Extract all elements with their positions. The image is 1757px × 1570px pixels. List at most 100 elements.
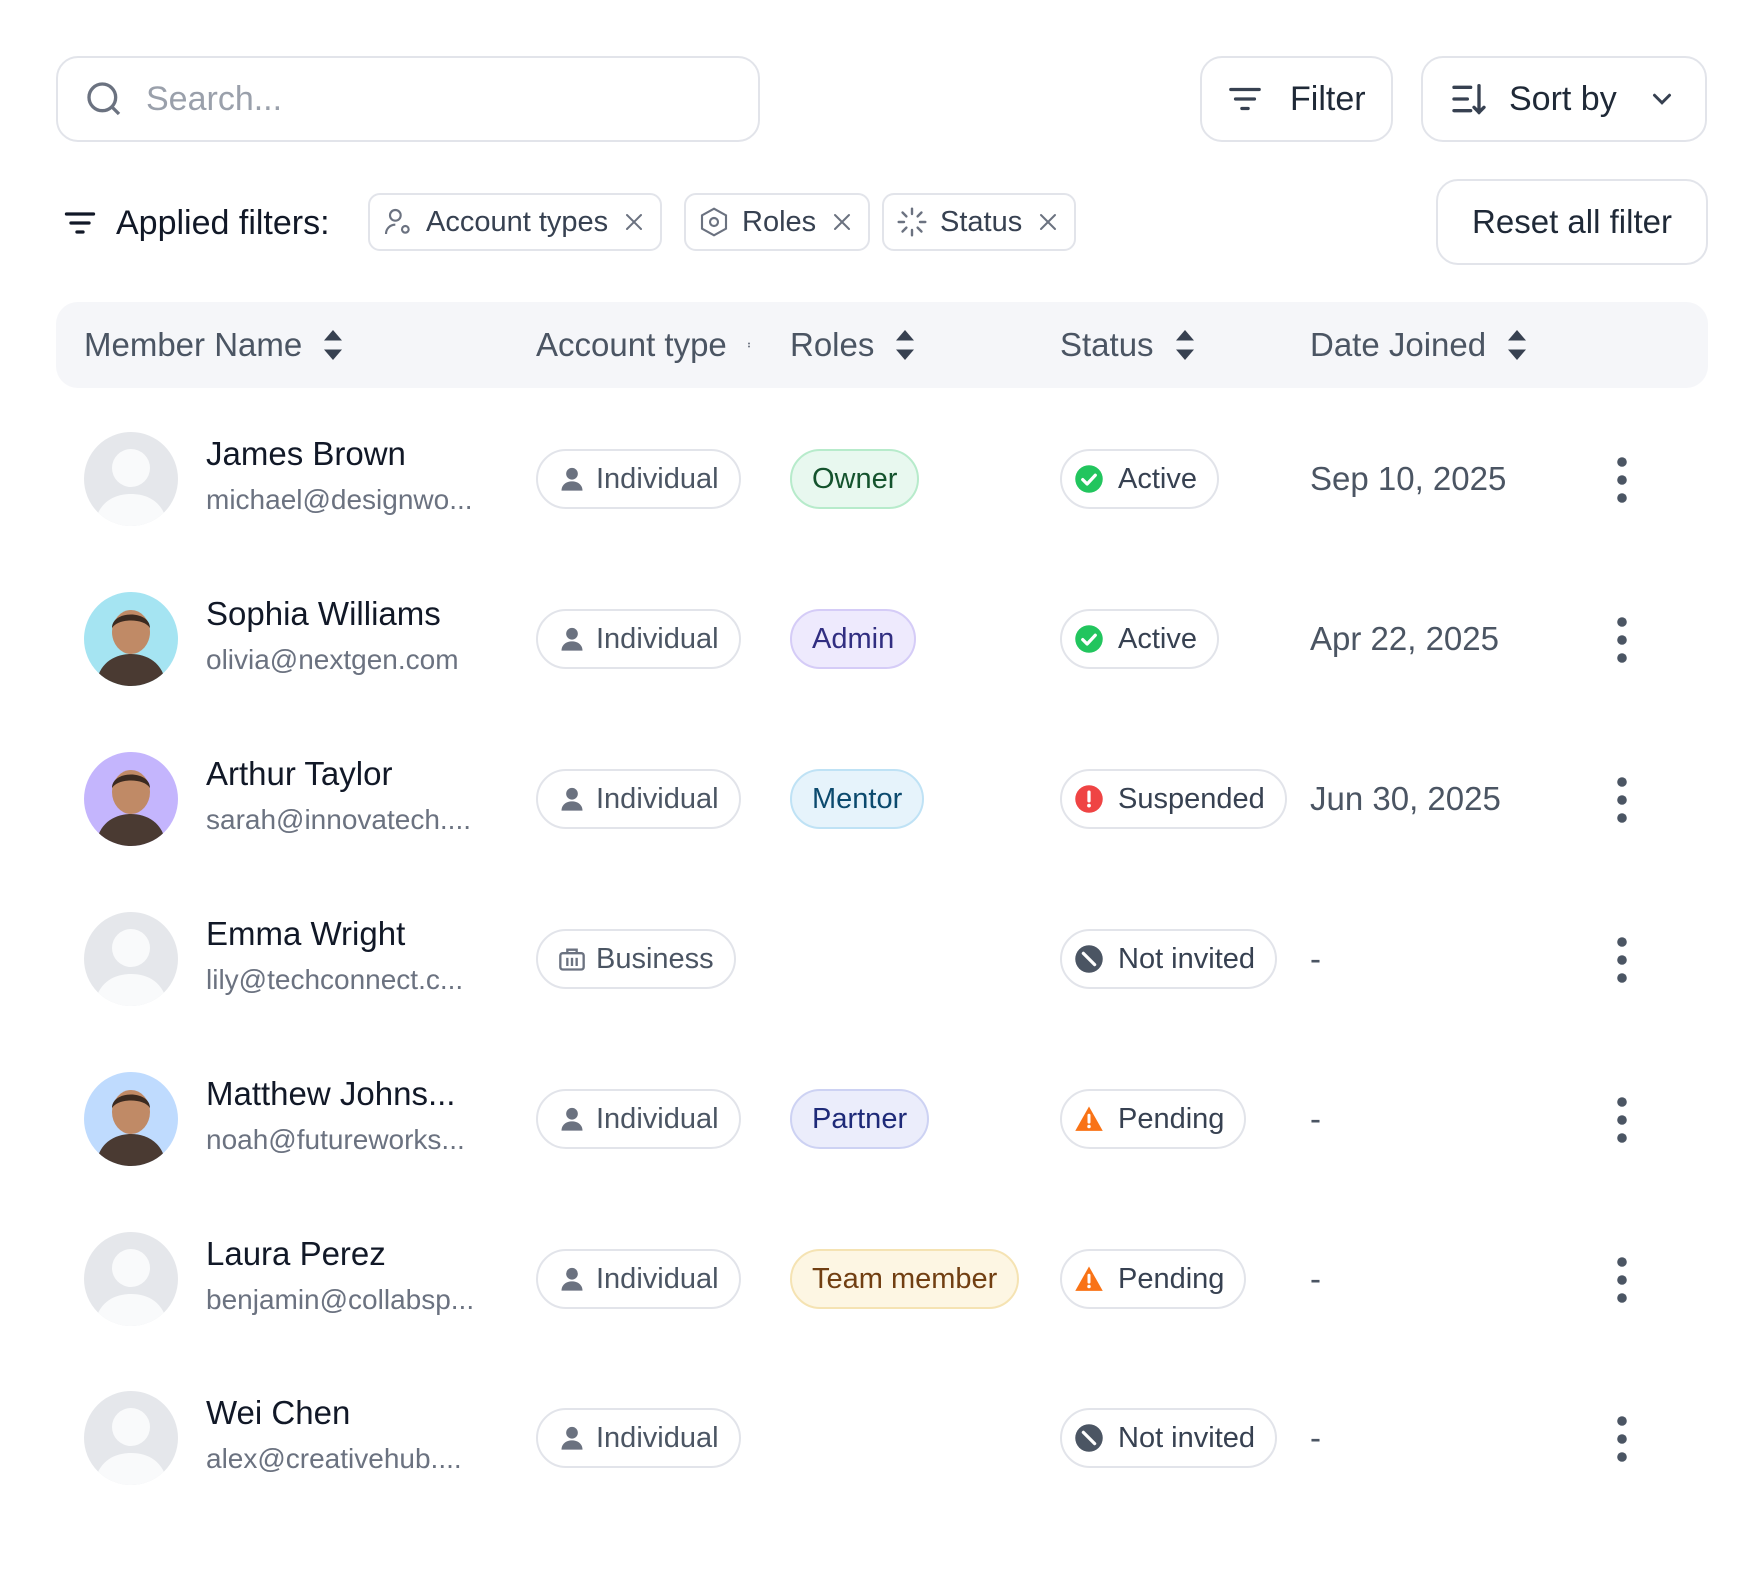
account-type-badge: Individual — [536, 769, 741, 829]
reset-all-filter-button[interactable]: Reset all filter — [1436, 179, 1708, 265]
role-badge: Owner — [790, 449, 920, 509]
account-type-label: Individual — [596, 1262, 719, 1295]
column-label: Date Joined — [1310, 326, 1487, 363]
status-label: Suspended — [1118, 782, 1265, 815]
column-label: Status — [1060, 326, 1154, 363]
chip-label: Roles — [742, 205, 817, 238]
close-icon[interactable] — [622, 210, 646, 234]
member-email: noah@futureworks... — [206, 1124, 465, 1155]
status-badge: Pending — [1060, 1249, 1247, 1309]
row-actions-button[interactable] — [1606, 934, 1638, 986]
avatar-placeholder — [84, 912, 178, 1006]
date-joined: - — [1310, 1419, 1321, 1456]
sort-arrows-icon — [896, 330, 915, 360]
column-header-member-name[interactable]: Member Name — [84, 302, 346, 388]
filter-button[interactable]: Filter — [1200, 56, 1393, 142]
column-label: Account type — [536, 326, 727, 363]
status-badge: Active — [1060, 609, 1219, 669]
search-placeholder: Search... — [146, 79, 283, 118]
hexagon-icon — [700, 207, 728, 237]
date-joined: Apr 22, 2025 — [1310, 620, 1499, 657]
filter-chip-account-types[interactable]: Account types — [368, 193, 663, 251]
user-icon — [561, 627, 583, 651]
sort-arrows-icon — [747, 342, 750, 348]
user-icon — [561, 1107, 583, 1131]
more-vertical-icon — [1617, 1257, 1627, 1303]
status-badge: Active — [1060, 449, 1219, 509]
filter-chip-roles[interactable]: Roles — [684, 193, 871, 251]
column-header-status[interactable]: Status — [1060, 302, 1198, 388]
account-type-label: Individual — [596, 1421, 719, 1454]
loader-icon — [897, 207, 927, 237]
member-name: Arthur Taylor — [206, 755, 393, 792]
user-icon — [561, 1267, 583, 1291]
avatar-placeholder — [84, 432, 178, 526]
member-email: benjamin@collabsp... — [206, 1284, 475, 1315]
member-email: olivia@nextgen.com — [206, 644, 459, 675]
status-label: Pending — [1118, 1102, 1225, 1135]
avatar — [84, 592, 178, 686]
role-badge: Admin — [790, 609, 917, 669]
avatar — [84, 432, 178, 526]
column-label: Member Name — [84, 326, 303, 363]
avatar-placeholder — [84, 1232, 178, 1326]
avatar-placeholder — [84, 1391, 178, 1485]
avatar — [84, 1232, 178, 1326]
member-name: Emma Wright — [206, 915, 406, 952]
filter-icon — [64, 212, 96, 234]
status-badge: Not invited — [1060, 929, 1278, 989]
applied-filters-label: Applied filters: — [62, 198, 330, 248]
warning-icon — [1075, 1266, 1103, 1291]
status-label: Active — [1118, 462, 1197, 495]
row-actions-button[interactable] — [1606, 1094, 1638, 1146]
member-name: Laura Perez — [206, 1235, 386, 1272]
avatar — [84, 1391, 178, 1485]
row-actions-button[interactable] — [1606, 1413, 1638, 1465]
account-type-badge: Individual — [536, 449, 741, 509]
account-type-badge: Business — [536, 929, 736, 989]
row-actions-button[interactable] — [1606, 774, 1638, 826]
status-badge: Not invited — [1060, 1408, 1278, 1468]
date-joined: Sep 10, 2025 — [1310, 460, 1507, 497]
close-icon[interactable] — [830, 210, 854, 234]
column-header-date-joined[interactable]: Date Joined — [1310, 302, 1530, 388]
sort-arrows-icon — [1508, 330, 1527, 360]
more-vertical-icon — [1617, 777, 1627, 823]
account-type-badge: Individual — [536, 609, 741, 669]
avatar — [84, 912, 178, 1006]
alert-circle-icon — [1075, 785, 1103, 813]
row-actions-button[interactable] — [1606, 1254, 1638, 1306]
avatar — [84, 752, 178, 846]
filter-chip-status[interactable]: Status — [882, 193, 1077, 251]
search-input[interactable]: Search... — [56, 56, 760, 142]
member-email: lily@techconnect.c... — [206, 964, 464, 995]
close-icon[interactable] — [1036, 210, 1060, 234]
user-icon — [561, 467, 583, 491]
more-vertical-icon — [1617, 457, 1627, 503]
more-vertical-icon — [1617, 1416, 1627, 1462]
member-name: Matthew Johns... — [206, 1075, 456, 1112]
avatar — [84, 1072, 178, 1166]
warning-icon — [1075, 1106, 1103, 1131]
ban-icon — [1075, 945, 1103, 973]
account-type-label: Individual — [596, 462, 719, 495]
avatar-photo — [84, 1072, 178, 1166]
applied-filters-text: Applied filters: — [116, 203, 330, 242]
date-joined: - — [1310, 940, 1321, 977]
date-joined: - — [1310, 1260, 1321, 1297]
check-circle-icon — [1075, 625, 1103, 653]
member-email: alex@creativehub.... — [206, 1443, 462, 1474]
member-email: sarah@innovatech.... — [206, 804, 472, 835]
column-label: Roles — [790, 326, 875, 363]
account-type-label: Individual — [596, 782, 719, 815]
briefcase-icon — [559, 948, 585, 971]
sort-by-button[interactable]: Sort by — [1421, 56, 1707, 142]
more-vertical-icon — [1617, 617, 1627, 663]
row-actions-button[interactable] — [1606, 614, 1638, 666]
filter-button-label: Filter — [1290, 79, 1366, 118]
column-header-roles[interactable]: Roles — [790, 302, 918, 388]
account-type-badge: Individual — [536, 1089, 741, 1149]
row-actions-button[interactable] — [1606, 454, 1638, 506]
column-header-account-type[interactable]: Account type — [536, 302, 753, 388]
filter-icon — [1229, 87, 1261, 111]
